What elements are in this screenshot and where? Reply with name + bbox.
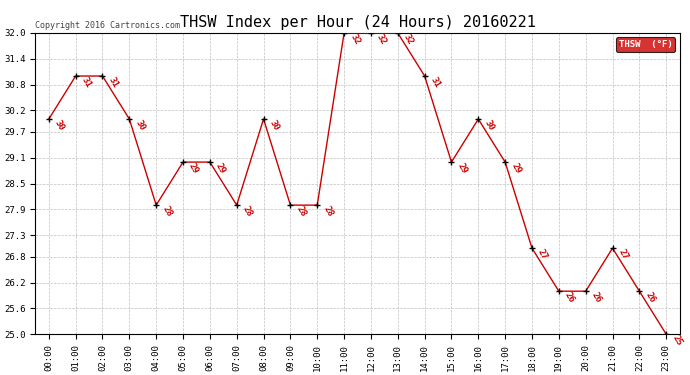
- Text: 30: 30: [53, 118, 66, 132]
- Text: 28: 28: [322, 204, 335, 218]
- Text: 28: 28: [160, 204, 173, 218]
- Text: 28: 28: [295, 204, 308, 218]
- Text: 29: 29: [509, 161, 522, 175]
- Text: 27: 27: [536, 248, 549, 261]
- Text: 29: 29: [214, 161, 227, 175]
- Text: 31: 31: [428, 75, 442, 89]
- Text: 30: 30: [133, 118, 147, 132]
- Title: THSW Index per Hour (24 Hours) 20160221: THSW Index per Hour (24 Hours) 20160221: [179, 15, 535, 30]
- Legend: THSW  (°F): THSW (°F): [616, 38, 675, 52]
- Text: 30: 30: [482, 118, 495, 132]
- Text: 29: 29: [455, 161, 469, 175]
- Text: 32: 32: [348, 32, 362, 46]
- Text: 32: 32: [375, 32, 388, 46]
- Text: 26: 26: [590, 291, 603, 304]
- Text: Copyright 2016 Cartronics.com: Copyright 2016 Cartronics.com: [35, 21, 180, 30]
- Text: 29: 29: [187, 161, 200, 175]
- Text: 28: 28: [241, 204, 254, 218]
- Text: 25: 25: [671, 333, 684, 347]
- Text: 27: 27: [617, 248, 630, 261]
- Text: 26: 26: [644, 291, 657, 304]
- Text: 31: 31: [80, 75, 93, 89]
- Text: 26: 26: [563, 291, 576, 304]
- Text: 31: 31: [107, 75, 120, 89]
- Text: 30: 30: [268, 118, 281, 132]
- Text: 32: 32: [402, 32, 415, 46]
